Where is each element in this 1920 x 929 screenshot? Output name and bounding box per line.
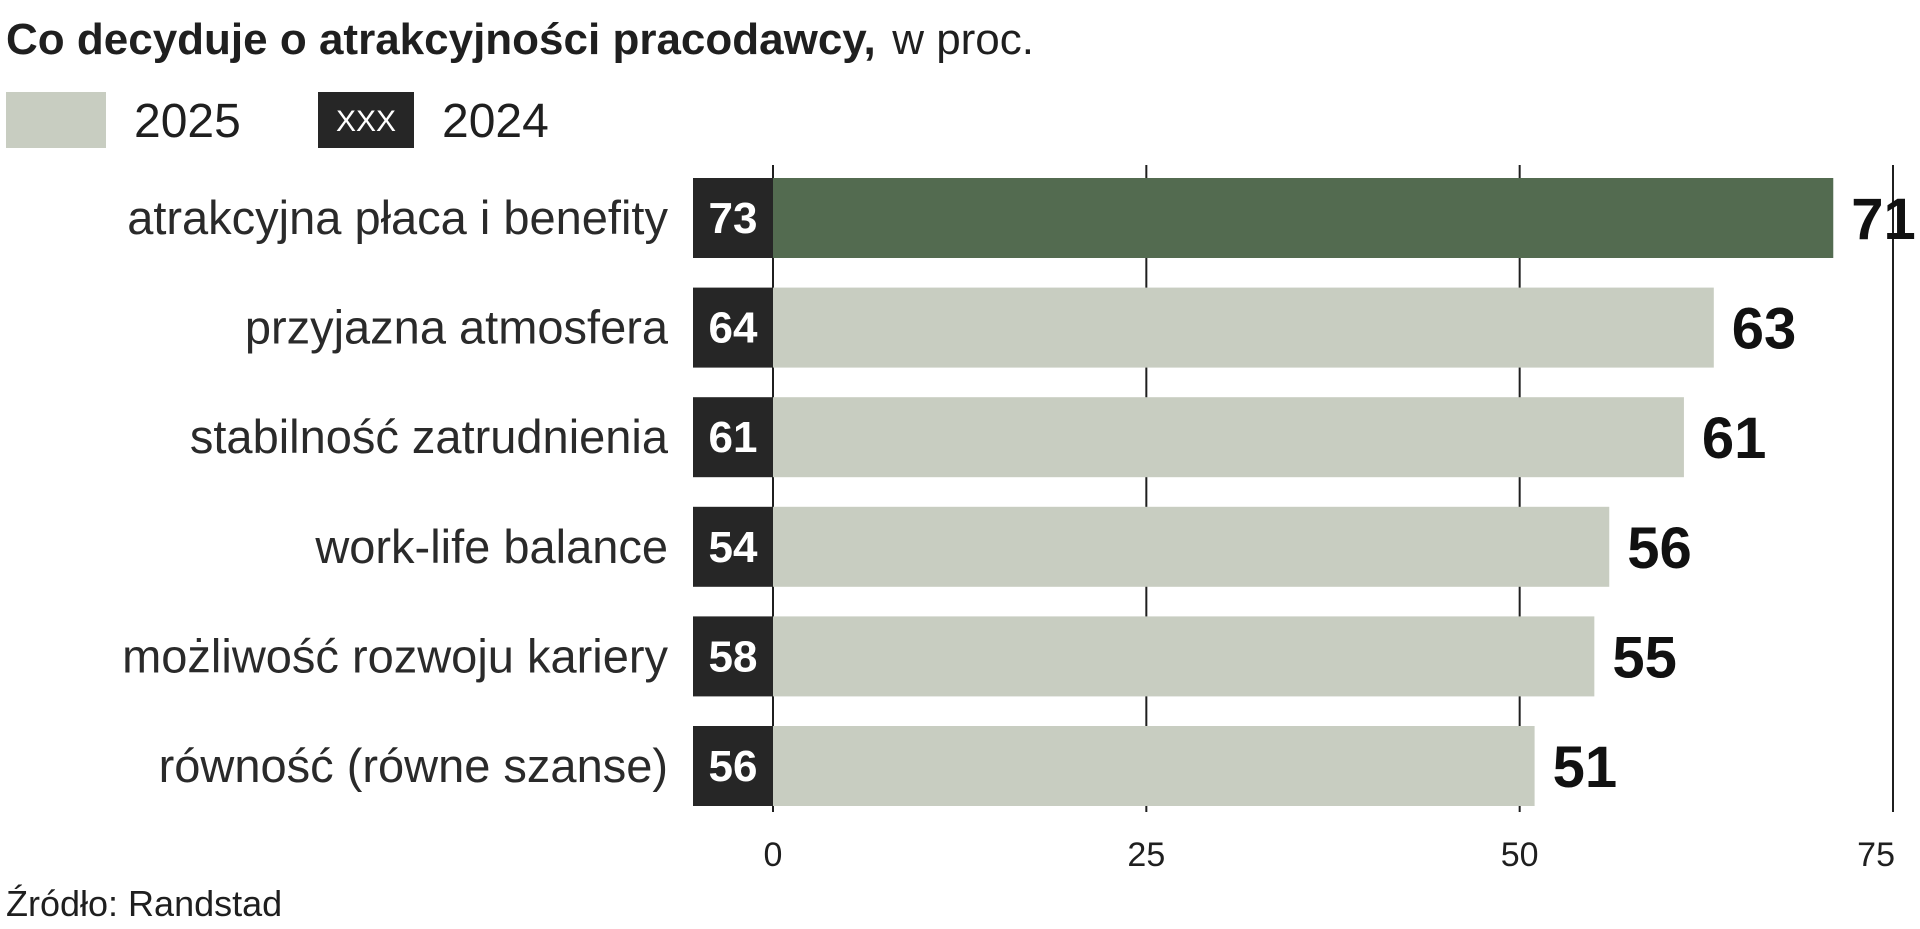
bar-value-label: 71 xyxy=(1851,187,1916,252)
bars xyxy=(773,178,1834,806)
category-label: stabilność zatrudnienia xyxy=(190,410,669,463)
chart-title: Co decyduje o atrakcyjności pracodawcy, … xyxy=(6,15,1034,64)
tick-label-0: 0 xyxy=(764,836,783,874)
prev-year-value: 61 xyxy=(709,413,758,462)
prev-year-box xyxy=(693,616,773,697)
tick-label-25: 25 xyxy=(1127,836,1165,874)
tick-label-75: 75 xyxy=(1857,836,1895,874)
category-label: możliwość rozwoju kariery xyxy=(122,629,668,682)
bar-value-label: 61 xyxy=(1702,406,1767,471)
category-labels: atrakcyjna płaca i benefity przyjazna atm… xyxy=(122,191,669,792)
bar-value-label: 51 xyxy=(1553,735,1618,800)
bar-2025 xyxy=(773,397,1684,478)
legend-sample-xxx: XXX xyxy=(336,105,396,138)
bar-2025 xyxy=(773,178,1834,258)
category-label: przyjazna atmosfera xyxy=(245,301,669,354)
source-note: Źródło: Randstad xyxy=(6,883,282,924)
prev-year-box xyxy=(693,397,773,478)
bar-value-label: 63 xyxy=(1732,297,1797,362)
legend-label-2025: 2025 xyxy=(134,95,241,148)
prev-year-value: 64 xyxy=(709,304,758,353)
tick-label-50: 50 xyxy=(1501,836,1539,874)
category-label: atrakcyjna płaca i benefity xyxy=(127,191,668,244)
chart-title-main: Co decyduje o atrakcyjności pracodawcy, xyxy=(6,15,876,64)
prev-year-value: 56 xyxy=(709,742,758,791)
chart-title-unit: w proc. xyxy=(891,15,1034,64)
bar-2025 xyxy=(773,616,1595,697)
bar-2025 xyxy=(773,726,1535,806)
bar-value-label: 56 xyxy=(1627,516,1692,581)
tick-labels: 0 25 50 75 xyxy=(764,836,1895,874)
legend-swatch-2025 xyxy=(6,92,106,148)
legend-label-2024: 2024 xyxy=(442,95,549,148)
category-label: work-life balance xyxy=(314,520,668,573)
prev-year-value: 58 xyxy=(709,632,758,681)
prev-year-box xyxy=(693,726,773,806)
category-label: równość (równe szanse) xyxy=(159,739,668,792)
prev-year-box xyxy=(693,178,773,258)
bar-2025 xyxy=(773,506,1610,587)
prev-year-value: 54 xyxy=(709,523,758,572)
prev-boxes: 73 64 61 54 58 56 xyxy=(693,178,773,806)
bar-value-label: 55 xyxy=(1612,625,1677,690)
legend: 2025 XXX 2024 xyxy=(6,92,549,148)
prev-year-value: 73 xyxy=(709,194,758,243)
prev-year-box xyxy=(693,506,773,587)
gridlines xyxy=(772,165,1894,812)
legend-swatch-2024 xyxy=(318,92,414,148)
prev-year-box xyxy=(693,287,773,368)
bar-2025 xyxy=(773,287,1714,368)
